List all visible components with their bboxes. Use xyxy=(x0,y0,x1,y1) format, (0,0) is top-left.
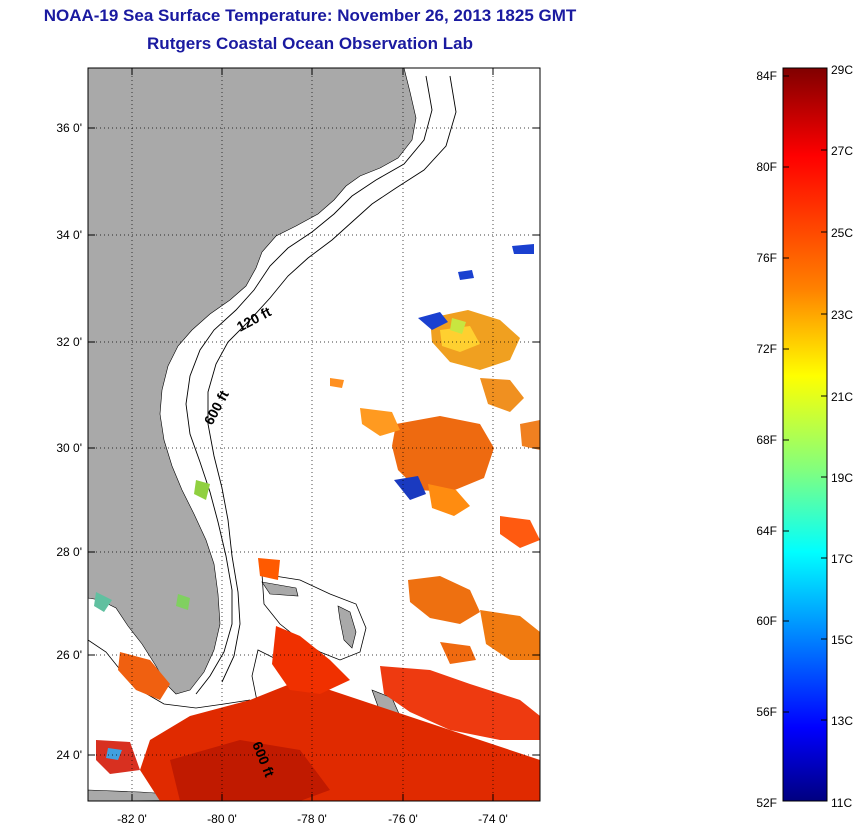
colorbar-c-label: 19C xyxy=(831,471,853,485)
colorbar-c-label: 27C xyxy=(831,144,853,158)
colorbar xyxy=(782,67,828,802)
lat-tick-label: 34 0' xyxy=(56,228,82,242)
colorbar-c-label: 11C xyxy=(831,796,852,810)
colorbar-c-label: 21C xyxy=(831,390,853,404)
map-subtitle: Rutgers Coastal Ocean Observation Lab xyxy=(147,34,473,53)
colorbar-ticks xyxy=(783,75,827,721)
contour-120ft xyxy=(185,75,433,695)
colorbar-c-label: 13C xyxy=(831,714,853,728)
colorbar-f-label: 68F xyxy=(756,433,777,447)
colorbar-f-label: 56F xyxy=(756,705,777,719)
colorbar-f-label: 52F xyxy=(756,796,777,810)
map-grid xyxy=(88,68,540,801)
contour-600ft xyxy=(207,75,457,683)
map-frame-ticks xyxy=(88,68,540,801)
colorbar-c-label: 29C xyxy=(831,63,853,77)
lat-tick-label: 32 0' xyxy=(56,335,82,349)
lon-tick-label: -76 0' xyxy=(388,812,418,826)
land-bahamas-grand xyxy=(261,581,299,597)
colorbar-f-label: 84F xyxy=(756,69,777,83)
colorbar-c-label: 25C xyxy=(831,226,853,240)
sst-data-patches xyxy=(94,244,540,801)
colorbar-f-label: 72F xyxy=(756,342,777,356)
contour-bahamas-bank xyxy=(261,573,367,661)
colorbar-f-label: 76F xyxy=(756,251,777,265)
lat-tick-label: 36 0' xyxy=(56,121,82,135)
land-bahamas-abaco xyxy=(337,605,357,649)
colorbar-f-label: 60F xyxy=(756,614,777,628)
lon-tick-label: -80 0' xyxy=(207,812,237,826)
colorbar-c-label: 23C xyxy=(831,308,853,322)
map-frame xyxy=(87,67,541,802)
lat-tick-label: 28 0' xyxy=(56,545,82,559)
colorbar-f-label: 64F xyxy=(756,524,777,538)
lat-tick-label: 30 0' xyxy=(56,441,82,455)
map-title: NOAA-19 Sea Surface Temperature: Novembe… xyxy=(43,6,577,25)
lat-tick-label: 26 0' xyxy=(56,648,82,662)
lon-tick-label: -74 0' xyxy=(478,812,508,826)
colorbar-c-label: 17C xyxy=(831,552,853,566)
colorbar-f-label: 80F xyxy=(756,160,777,174)
lat-tick-label: 24 0' xyxy=(56,748,82,762)
lon-tick-label: -82 0' xyxy=(117,812,147,826)
colorbar-c-label: 15C xyxy=(831,633,853,647)
lon-tick-label: -78 0' xyxy=(297,812,327,826)
